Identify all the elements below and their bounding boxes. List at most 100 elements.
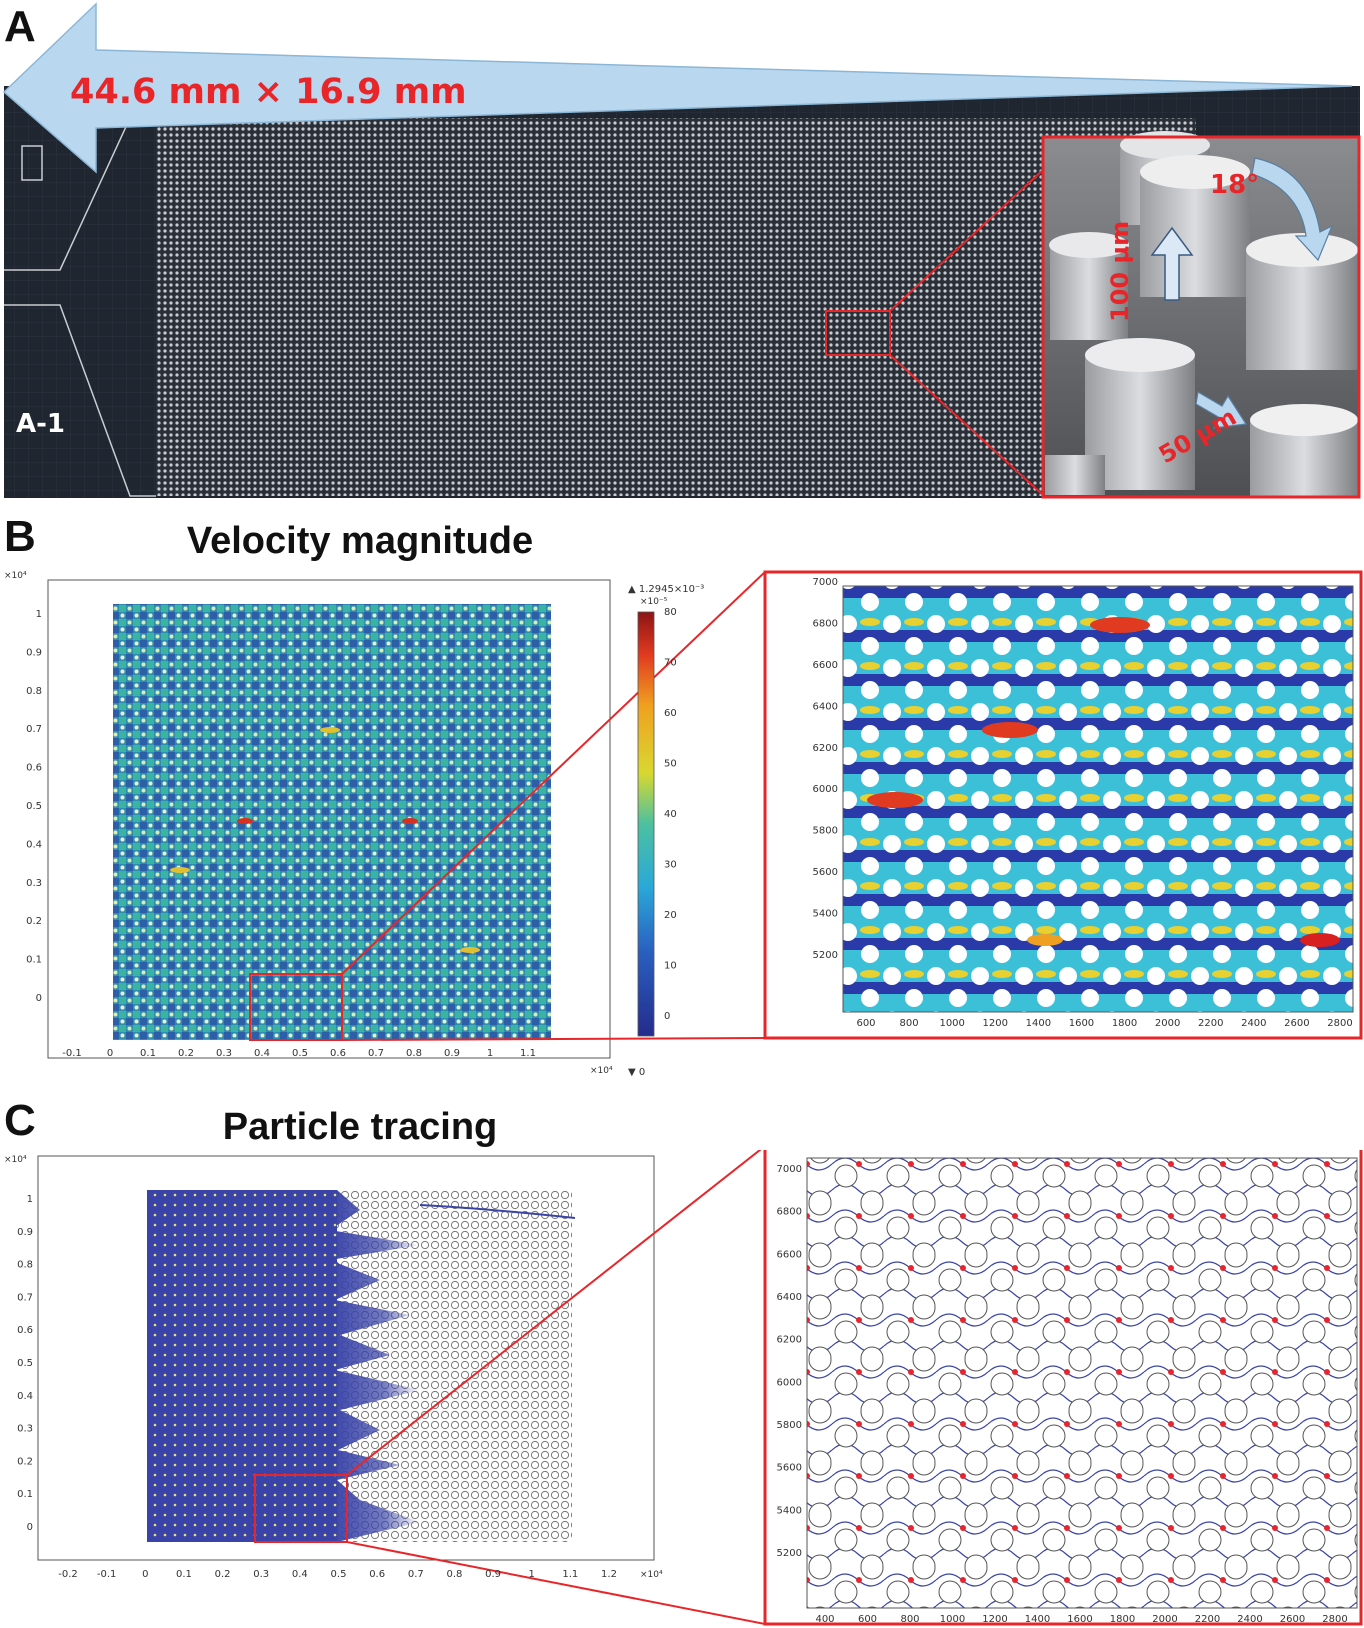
tick-label: 0.3 (216, 1048, 232, 1059)
pillar-array (156, 118, 1196, 496)
tick-label: 0.1 (140, 1048, 156, 1059)
zoom-box-c (254, 1474, 348, 1543)
inlet-marker (21, 145, 43, 181)
b-y-exponent: ×10⁴ (4, 571, 27, 581)
tick-label: 0.1 (26, 955, 42, 966)
tick-label: 5200 (777, 1548, 802, 1559)
zoom-box-b (249, 973, 343, 1041)
c-x-tick-labels: -0.2 -0.1 0 0.1 0.2 0.3 0.4 0.5 0.6 0.7 0.8 0.9 1 1.1… (58, 1569, 617, 1580)
tick-label: 0.2 (26, 916, 42, 927)
tick-label: 0.7 (26, 724, 42, 735)
panel-c-title: Particle tracing (222, 1106, 498, 1148)
c-zoom-y-tick-labels: 7000 6800 6600 6400 6200 6000 5800 5600 5400 5200 (777, 1164, 802, 1559)
tick-label: 0.7 (408, 1569, 424, 1580)
tick-label: 6800 (813, 618, 838, 629)
panel-a-letter: A (4, 2, 36, 51)
tick-label: 0 (142, 1569, 148, 1580)
tick-label: 50 (664, 759, 677, 770)
b-zoom-y-tick-labels: 7000 6800 6600 6400 6200 6000 5800 5600 5400 5200 (813, 577, 838, 961)
tick-label: 1800 (1112, 1018, 1137, 1029)
tick-label: 0.5 (26, 801, 42, 812)
tick-label: 6000 (777, 1377, 802, 1388)
sem-inset-frame (1041, 135, 1361, 499)
tick-label: 0.2 (17, 1456, 33, 1467)
panel-c-letter: C (4, 1096, 36, 1145)
tick-label: 0.9 (444, 1048, 460, 1059)
tick-label: -0.1 (97, 1569, 117, 1580)
tick-label: 5800 (813, 826, 838, 837)
tick-label: 6200 (777, 1335, 802, 1346)
tick-label: 7000 (813, 577, 838, 588)
velocity-zoom-hotspots (867, 617, 1340, 947)
tick-label: 5600 (813, 867, 838, 878)
tick-label: 1.1 (520, 1048, 536, 1059)
tracing-zoom-frame (763, 1150, 1363, 1626)
sem-height-label: 100 μm (1106, 221, 1134, 322)
tick-label: 20 (664, 910, 677, 921)
tick-label: 6000 (813, 784, 838, 795)
tick-label: 1400 (1025, 1614, 1050, 1625)
b-x-exponent: ×10⁴ (590, 1066, 613, 1076)
dimension-label: 44.6 mm × 16.9 mm (70, 72, 467, 112)
tick-label: 0.6 (369, 1569, 385, 1580)
tick-label: 2400 (1241, 1018, 1266, 1029)
tick-label: 0.5 (17, 1358, 33, 1369)
tick-label: 5400 (777, 1505, 802, 1516)
tick-label: 30 (664, 860, 677, 871)
tick-label: 1.2 (601, 1569, 617, 1580)
tick-label: 0.9 (26, 647, 42, 658)
tick-label: 1 (487, 1048, 493, 1059)
tracing-zoom-field (807, 1158, 1357, 1608)
tick-label: 2000 (1155, 1018, 1180, 1029)
tick-label: 2000 (1152, 1614, 1177, 1625)
tick-label: 80 (664, 607, 677, 618)
tick-label: 6800 (777, 1207, 802, 1218)
tick-label: 0.5 (331, 1569, 347, 1580)
panel-a-figure: 44.6 mm × 16.9 mm A-1 100 μm 50 μm 18° (2, 2, 1361, 499)
dimension-arrow (2, 2, 1353, 174)
tick-label: 0.6 (17, 1325, 33, 1336)
tick-label: 5600 (777, 1463, 802, 1474)
colorbar-exponent: ×10⁻⁵ (640, 597, 668, 607)
tick-label: 6400 (777, 1292, 802, 1303)
tick-label: 1400 (1026, 1018, 1051, 1029)
tick-label: 5800 (777, 1420, 802, 1431)
tick-label: 800 (900, 1614, 919, 1625)
tick-label: 0.2 (215, 1569, 231, 1580)
velocity-zoom-field (843, 586, 1353, 1012)
tick-label: 0.4 (26, 839, 42, 850)
gap-arrow (1195, 391, 1248, 429)
tick-label: 2200 (1195, 1614, 1220, 1625)
tick-label: 0.3 (17, 1424, 33, 1435)
tick-label: 2600 (1280, 1614, 1305, 1625)
tick-label: -0.1 (62, 1048, 82, 1059)
sublabel-a1: A-1 (16, 409, 65, 439)
b-x-tick-labels: -0.1 0 0.1 0.2 0.3 0.4 0.5 0.6 0.7 0.8 0.9 1 1.1 (62, 1048, 536, 1059)
tick-label: 1600 (1067, 1614, 1092, 1625)
tick-label: 1200 (983, 1018, 1008, 1029)
tick-label: 2600 (1284, 1018, 1309, 1029)
tick-label: 0.8 (406, 1048, 422, 1059)
panel-b-figure: ×10⁴ ×10⁴ 10.90.80.70.60.50.40.30.20.10 … (4, 570, 1363, 1078)
b-zoom-x-tick-labels: 600 800 1000 1200 1400 1600 1800 2000 2200 2400 26… (856, 1018, 1352, 1029)
tick-label: 1000 (940, 1614, 965, 1625)
tick-label: 1.1 (562, 1569, 578, 1580)
tick-label: 0.7 (17, 1292, 33, 1303)
tick-label: 0 (27, 1522, 33, 1533)
tick-label: 0.2 (178, 1048, 194, 1059)
tick-label: 0.4 (292, 1569, 308, 1580)
colorbar-max: ▲ 1.2945×10⁻³ (628, 584, 704, 595)
height-arrow (1150, 226, 1194, 301)
tick-label: 0.3 (26, 878, 42, 889)
zoom-box-a (825, 310, 891, 356)
c-y-tick-labels: 1 0.9 0.8 0.7 0.6 0.5 0.4 0.3 0.2 0.1 0 (17, 1194, 33, 1533)
tick-label: 70 (664, 658, 677, 669)
tick-label: 10 (664, 961, 677, 972)
rotation-arrow (1251, 157, 1334, 262)
tick-label: 0.6 (330, 1048, 346, 1059)
tick-label: 2800 (1322, 1614, 1347, 1625)
tick-label: 0.7 (368, 1048, 384, 1059)
tick-label: 1 (27, 1194, 33, 1205)
sem-angle-label: 18° (1210, 170, 1259, 200)
tick-label: 7000 (777, 1164, 802, 1175)
